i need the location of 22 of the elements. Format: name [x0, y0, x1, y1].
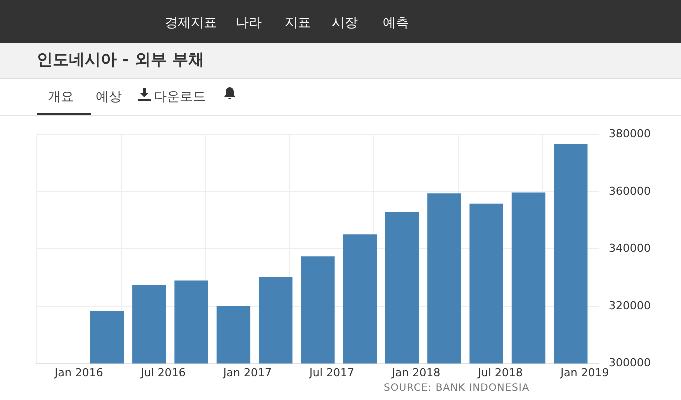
text: 나라 — [236, 15, 262, 32]
x-tick-label: Jul 2018 — [477, 366, 524, 380]
text: 다운로드 — [154, 89, 206, 106]
text: 예상 — [96, 89, 122, 106]
text: 시장 — [332, 15, 358, 32]
chart-title: 인도네시아 - 외부 부채 — [37, 50, 204, 71]
x-tick-label: Jan 2016 — [54, 366, 104, 380]
y-tick-label: 340000 — [609, 242, 652, 256]
y-tick-label: 320000 — [609, 299, 652, 312]
text: 지표 — [285, 15, 311, 32]
y-tick-label: 380000 — [609, 127, 652, 140]
x-tick-label: Jan 2017 — [222, 366, 272, 380]
text: 개요 — [48, 89, 74, 106]
y-tick-label: 360000 — [609, 184, 652, 198]
source-note: SOURCE: BANK INDONESIA — [384, 383, 530, 394]
text: 경제지표 — [165, 15, 217, 32]
x-tick-label: Jan 2018 — [391, 366, 441, 380]
y-tick-label: 300000 — [609, 356, 652, 370]
text: 예측 — [383, 15, 409, 32]
x-tick-label: Jul 2017 — [308, 366, 354, 380]
x-tick-label: Jan 2019 — [560, 366, 610, 380]
x-tick-label: Jul 2016 — [140, 366, 186, 380]
